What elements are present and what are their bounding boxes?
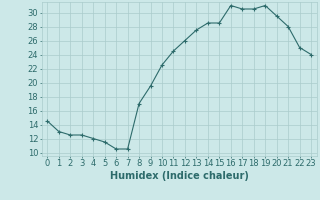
- X-axis label: Humidex (Indice chaleur): Humidex (Indice chaleur): [110, 171, 249, 181]
